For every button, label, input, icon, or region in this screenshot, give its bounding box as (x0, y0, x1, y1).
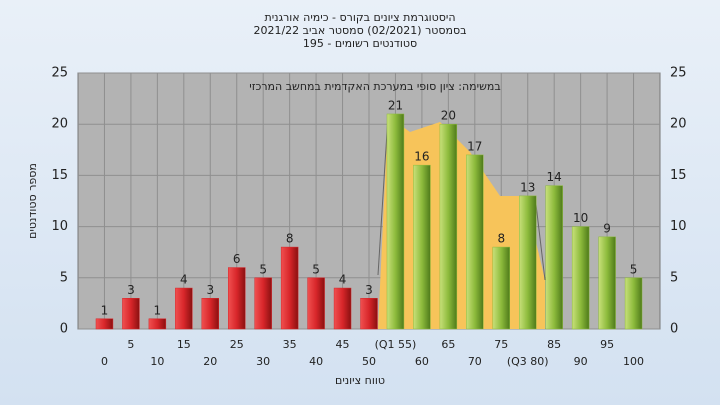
bar (95, 318, 114, 330)
bar (466, 154, 484, 330)
x-tick-label: 0 (101, 355, 108, 368)
y-tick-label: 25 (51, 66, 68, 81)
x-tick-label: 35 (283, 338, 297, 351)
x-tick-label: 25 (230, 338, 244, 351)
data-label: 5 (630, 262, 638, 276)
data-label: 21 (388, 98, 403, 112)
x-tick-label: 95 (600, 338, 614, 351)
bar (413, 164, 431, 330)
y2-tick-label: 0 (670, 322, 678, 337)
x-tick-label: 15 (177, 338, 191, 351)
x-tick-label: 50 (362, 355, 376, 368)
bar (148, 318, 167, 330)
chart-subtitle: סטודנטים רשומים - 195 (303, 37, 417, 50)
bar (201, 298, 219, 330)
bar (360, 298, 378, 330)
data-label: 3 (365, 283, 373, 297)
x-tick-label: 5 (127, 338, 134, 351)
bar (439, 123, 458, 330)
data-label: 1 (154, 303, 162, 317)
x-tick-label: 40 (309, 355, 323, 368)
data-label: 20 (441, 109, 456, 123)
bar (254, 277, 272, 330)
x-tick-label: 75 (494, 338, 508, 351)
data-label: 3 (127, 283, 135, 297)
x-axis-label: טווח ציונים (335, 374, 385, 387)
x-tick-label: 85 (547, 338, 561, 351)
x-tick-label: 10 (150, 355, 164, 368)
y2-tick-label: 15 (670, 168, 687, 183)
bar (228, 267, 246, 330)
bar (492, 246, 510, 330)
data-label: 10 (573, 211, 588, 225)
x-tick-label: (Q3 80) (507, 355, 549, 368)
data-label: 8 (286, 232, 294, 246)
data-label: 17 (467, 139, 482, 153)
x-tick-label: 90 (574, 355, 588, 368)
data-label: 13 (520, 180, 535, 194)
data-label: 16 (414, 150, 429, 164)
bar (624, 277, 643, 330)
bar (545, 185, 563, 330)
data-label: 6 (233, 252, 241, 266)
y2-tick-label: 5 (670, 270, 678, 285)
x-tick-label: 65 (441, 338, 455, 351)
data-label: 1 (101, 303, 109, 317)
x-tick-label: 70 (468, 355, 482, 368)
bar (519, 195, 537, 330)
x-tick-label: 30 (256, 355, 270, 368)
data-label: 8 (497, 232, 505, 246)
y2-tick-label: 10 (670, 219, 687, 234)
chart-subtitle: בסמסטר (02/2021) סמסטר אביב 2021/22 (253, 24, 466, 37)
y-tick-label: 5 (60, 270, 68, 285)
y2-tick-label: 25 (670, 66, 687, 81)
data-label: 4 (180, 273, 188, 287)
y-tick-label: 0 (60, 322, 68, 337)
data-label: 5 (312, 262, 320, 276)
bar (307, 277, 325, 330)
x-tick-label: 20 (203, 355, 217, 368)
bar (280, 246, 299, 330)
data-label: 4 (339, 273, 347, 287)
data-label: 5 (259, 262, 267, 276)
bar (122, 298, 140, 330)
annotation: במשימה: ציון סופי במערכת האקדמית במחשב ה… (249, 80, 500, 93)
bar (333, 287, 352, 330)
bar (175, 287, 193, 330)
data-label: 3 (206, 283, 214, 297)
bar (571, 226, 590, 330)
bar (386, 113, 405, 330)
y-axis-label: מספר סטודנטים (26, 163, 39, 239)
x-tick-label: 45 (336, 338, 350, 351)
y-tick-label: 10 (51, 219, 68, 234)
x-tick-label: 100 (623, 355, 644, 368)
x-tick-label: (Q1 55) (375, 338, 417, 351)
data-label: 14 (547, 170, 562, 184)
chart-title: היסטוגרמת ציונים בקורס - כימיה אורגנית (264, 11, 455, 24)
quartile-edge (377, 115, 389, 276)
y-tick-label: 20 (51, 117, 68, 132)
bar (598, 236, 616, 330)
data-label: 9 (603, 221, 611, 235)
y2-tick-label: 20 (670, 117, 687, 132)
x-tick-label: 60 (415, 355, 429, 368)
quartile-edge (534, 195, 546, 281)
y-tick-label: 15 (51, 168, 68, 183)
